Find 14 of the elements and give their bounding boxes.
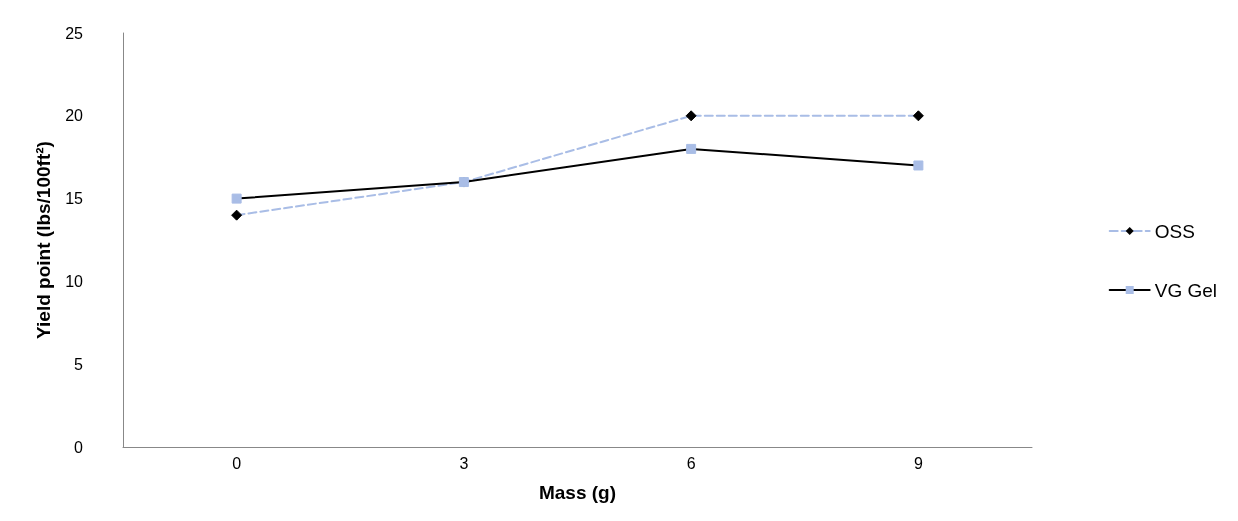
y-tick-label: 0 bbox=[74, 438, 84, 456]
y-tick-label: 25 bbox=[65, 24, 84, 42]
x-tick-label: 6 bbox=[686, 454, 696, 472]
y-tick-label: 15 bbox=[65, 190, 84, 208]
y-tick-label: 20 bbox=[65, 107, 84, 125]
x-axis-title: Mass (g) bbox=[538, 482, 617, 503]
y-tick-label: 10 bbox=[65, 272, 84, 290]
x-tick-label: 0 bbox=[232, 454, 242, 472]
x-tick-label: 3 bbox=[459, 454, 469, 472]
x-tick-label: 9 bbox=[913, 454, 923, 472]
legend-label: OSS bbox=[1154, 220, 1195, 242]
y-axis-title: Yield point (lbs/100ft²) bbox=[33, 141, 54, 339]
legend-label: VG Gel bbox=[1154, 279, 1218, 301]
y-tick-label: 5 bbox=[74, 355, 84, 373]
